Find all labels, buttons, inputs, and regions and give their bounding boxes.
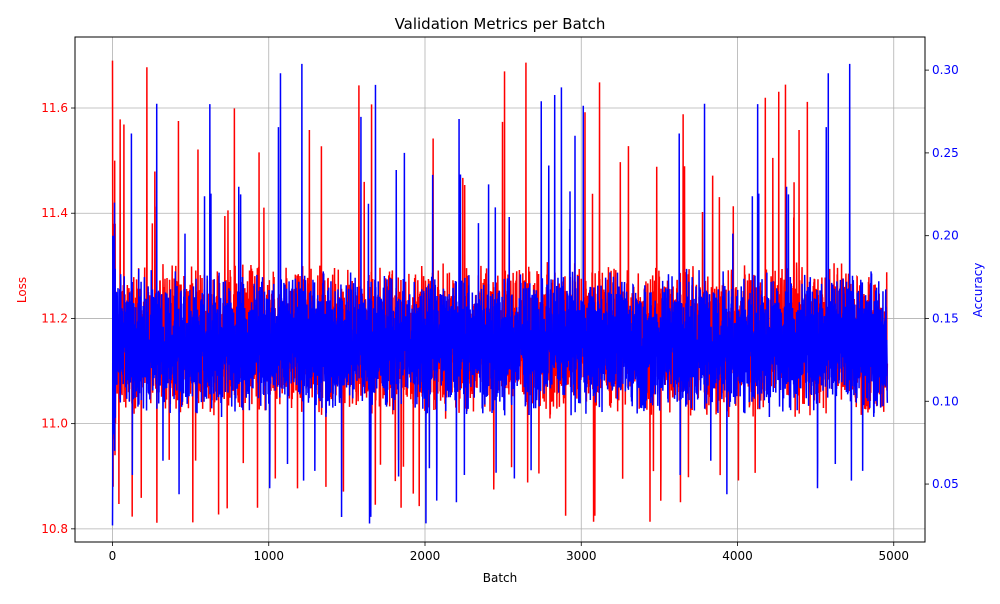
right-y-tick-label: 0.25 bbox=[932, 146, 959, 160]
right-y-axis-ticks: 0.05 0.10 0.15 0.20 0.25 0.30 bbox=[925, 63, 959, 491]
left-y-tick-label: 11.4 bbox=[41, 206, 68, 220]
left-y-axis-ticks: 10.8 11.0 11.2 11.4 11.6 bbox=[41, 101, 75, 536]
x-tick-label: 2000 bbox=[410, 549, 441, 563]
accuracy-series-line bbox=[111, 63, 889, 526]
x-tick-label: 1000 bbox=[253, 549, 284, 563]
left-y-tick-label: 11.6 bbox=[41, 101, 68, 115]
left-y-axis-label: Loss bbox=[15, 277, 29, 303]
plot-area bbox=[111, 60, 889, 526]
left-y-tick-label: 11.0 bbox=[41, 417, 68, 431]
right-y-tick-label: 0.20 bbox=[932, 229, 959, 243]
right-y-axis-label: Accuracy bbox=[971, 263, 985, 318]
left-y-tick-label: 11.2 bbox=[41, 311, 68, 325]
right-y-tick-label: 0.05 bbox=[932, 477, 959, 491]
x-tick-label: 5000 bbox=[878, 549, 909, 563]
x-tick-label: 4000 bbox=[722, 549, 753, 563]
right-y-tick-label: 0.10 bbox=[932, 394, 959, 408]
plot-frame bbox=[74, 36, 926, 543]
x-axis-ticks: 0 1000 2000 3000 4000 5000 bbox=[109, 542, 909, 563]
x-axis-label: Batch bbox=[483, 571, 518, 585]
x-tick-label: 3000 bbox=[566, 549, 597, 563]
right-y-tick-label: 0.15 bbox=[932, 311, 959, 325]
left-y-tick-label: 10.8 bbox=[41, 522, 68, 536]
right-y-tick-label: 0.30 bbox=[932, 63, 959, 77]
x-tick-label: 0 bbox=[109, 549, 117, 563]
chart-title: Validation Metrics per Batch bbox=[395, 15, 606, 33]
